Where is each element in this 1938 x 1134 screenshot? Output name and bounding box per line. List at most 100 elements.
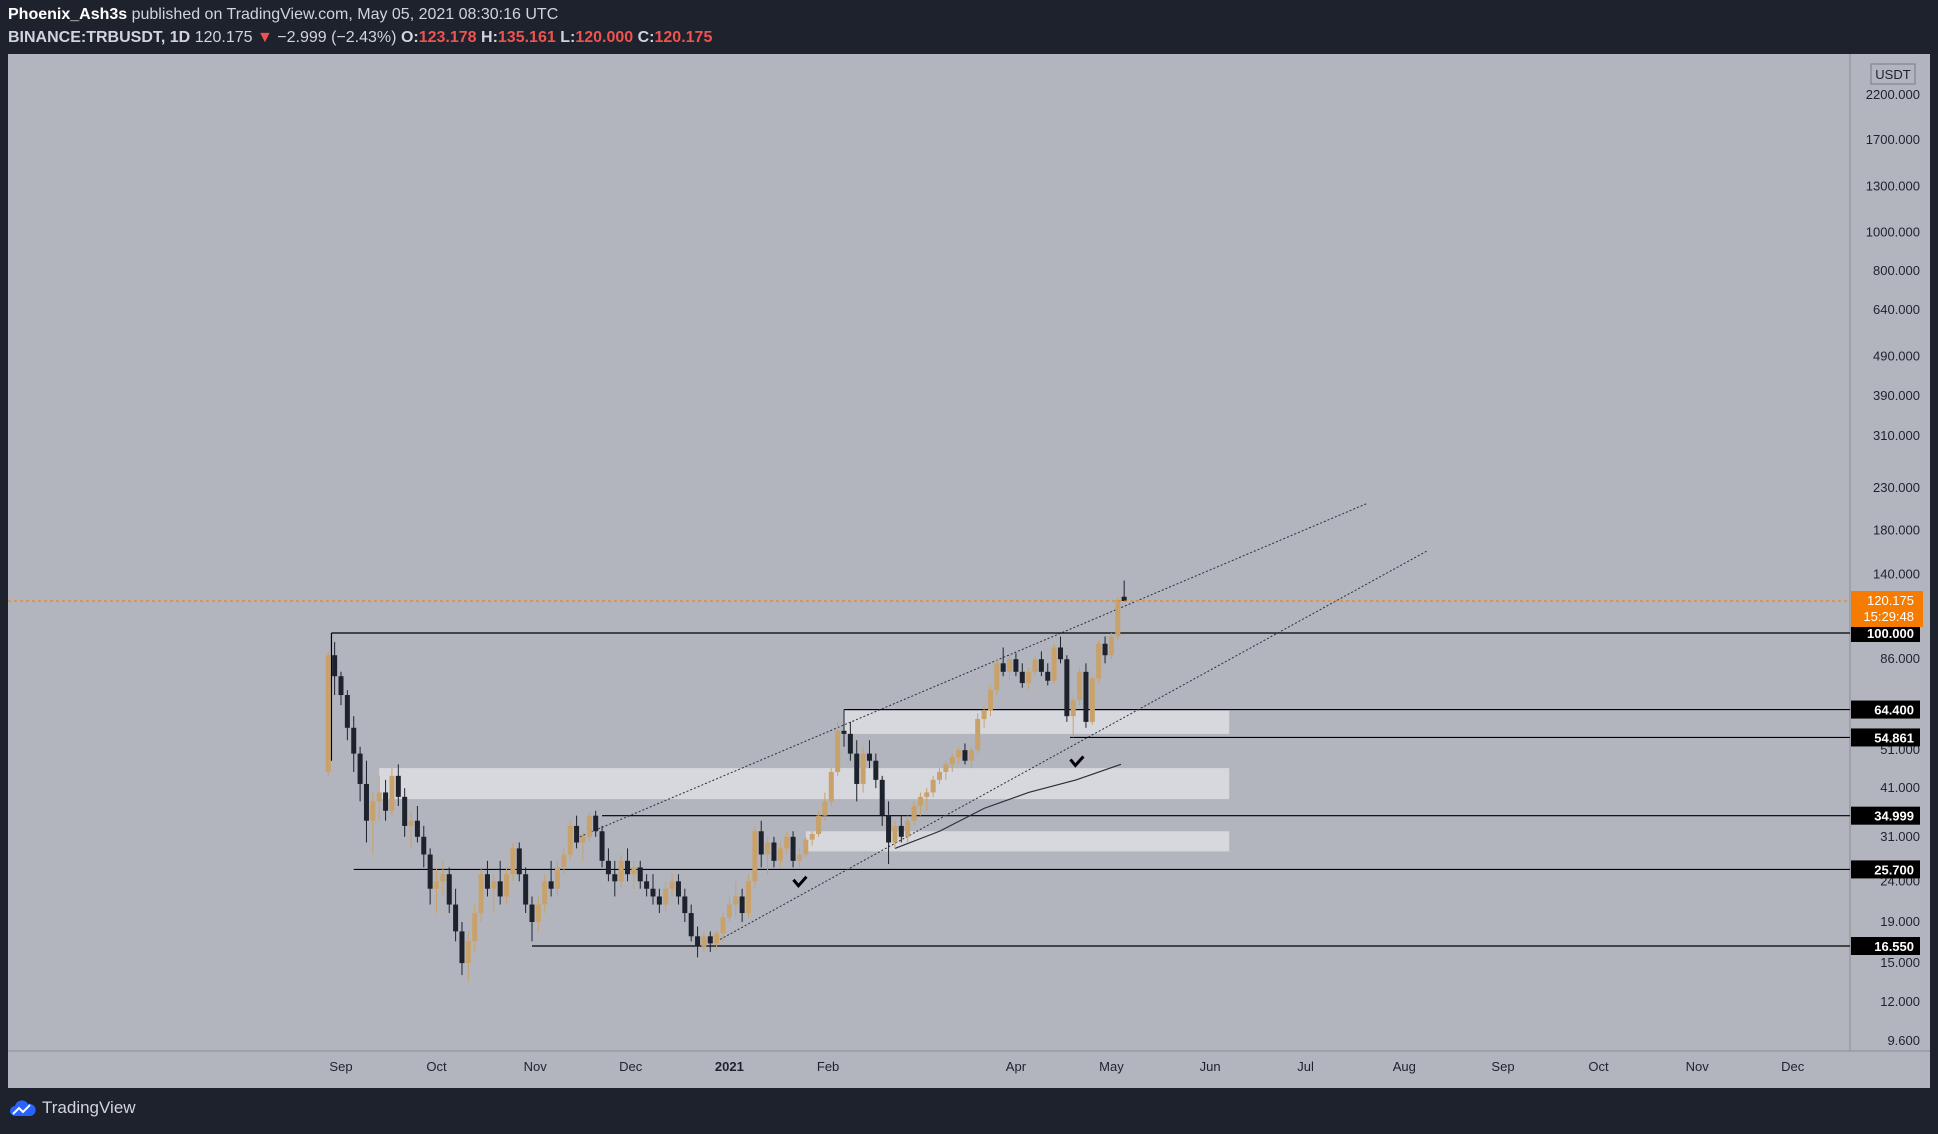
- candle[interactable]: [370, 792, 376, 855]
- price-level-label[interactable]: 16.550: [1851, 937, 1920, 955]
- candle[interactable]: [1089, 676, 1095, 725]
- candle[interactable]: [860, 746, 866, 793]
- candle[interactable]: [1019, 663, 1025, 688]
- candle[interactable]: [395, 764, 401, 806]
- candle[interactable]: [338, 671, 344, 706]
- candle[interactable]: [816, 810, 822, 837]
- candle[interactable]: [663, 881, 669, 914]
- candle[interactable]: [561, 848, 567, 875]
- price-tick-label[interactable]: 12.000: [1880, 994, 1920, 1009]
- candle[interactable]: [497, 860, 503, 905]
- candle[interactable]: [344, 690, 350, 741]
- candle[interactable]: [695, 926, 701, 958]
- candle[interactable]: [523, 867, 529, 914]
- candle[interactable]: [765, 836, 771, 875]
- candle[interactable]: [905, 815, 911, 843]
- candle[interactable]: [911, 801, 917, 826]
- candle[interactable]: [427, 848, 433, 905]
- candle[interactable]: [567, 820, 573, 861]
- candle[interactable]: [1026, 667, 1032, 691]
- candle[interactable]: [1051, 643, 1057, 684]
- candle[interactable]: [491, 874, 497, 914]
- candle[interactable]: [554, 860, 560, 897]
- candle[interactable]: [796, 848, 802, 869]
- time-tick-label[interactable]: Sep: [1491, 1059, 1514, 1074]
- candle[interactable]: [453, 888, 459, 942]
- candle[interactable]: [542, 874, 548, 914]
- candle[interactable]: [841, 709, 847, 747]
- candle[interactable]: [402, 788, 408, 837]
- time-tick-label[interactable]: 2021: [715, 1059, 744, 1074]
- time-tick-label[interactable]: Nov: [524, 1059, 548, 1074]
- price-tick-label[interactable]: 9.600: [1887, 1033, 1920, 1048]
- time-tick-label[interactable]: Feb: [817, 1059, 839, 1074]
- candle[interactable]: [701, 931, 707, 952]
- candle[interactable]: [631, 860, 637, 889]
- price-tick-label[interactable]: 140.000: [1873, 566, 1920, 581]
- candle[interactable]: [707, 931, 713, 952]
- candle[interactable]: [669, 874, 675, 897]
- price-tick-label[interactable]: 800.000: [1873, 263, 1920, 278]
- candle[interactable]: [586, 810, 592, 843]
- time-tick-label[interactable]: Nov: [1686, 1059, 1710, 1074]
- plot-area[interactable]: [8, 54, 1850, 1051]
- candle[interactable]: [332, 641, 338, 696]
- candle[interactable]: [892, 820, 898, 849]
- candle[interactable]: [656, 888, 662, 914]
- candle[interactable]: [822, 792, 828, 821]
- candle[interactable]: [886, 801, 892, 865]
- candle[interactable]: [357, 746, 363, 802]
- candle[interactable]: [879, 775, 885, 826]
- price-axis-area[interactable]: [1850, 54, 1930, 1051]
- candle[interactable]: [1045, 663, 1051, 686]
- candle[interactable]: [924, 788, 930, 811]
- candle[interactable]: [968, 746, 974, 769]
- candle[interactable]: [535, 896, 541, 932]
- price-tick-label[interactable]: 41.000: [1880, 780, 1920, 795]
- price-tick-label[interactable]: 86.000: [1880, 651, 1920, 666]
- candle[interactable]: [739, 888, 745, 922]
- candle[interactable]: [1013, 653, 1019, 677]
- symbol-interval[interactable]: BINANCE:TRBUSDT, 1D: [8, 29, 191, 46]
- candle[interactable]: [956, 746, 962, 765]
- candle[interactable]: [1057, 636, 1063, 664]
- price-tick-label[interactable]: 1700.000: [1866, 132, 1920, 147]
- candle[interactable]: [459, 921, 465, 976]
- candle[interactable]: [605, 848, 611, 882]
- price-tick-label[interactable]: 640.000: [1873, 302, 1920, 317]
- price-tick-label[interactable]: 31.000: [1880, 829, 1920, 844]
- candle[interactable]: [745, 874, 751, 918]
- candle[interactable]: [599, 825, 605, 868]
- candle[interactable]: [854, 740, 860, 802]
- price-chart[interactable]: 2200.000 1700.000 1300.000 1000.000 800.000 6…: [8, 54, 1930, 1088]
- candle[interactable]: [937, 768, 943, 784]
- candle[interactable]: [1083, 663, 1089, 728]
- candle[interactable]: [835, 721, 841, 776]
- candle[interactable]: [943, 760, 949, 780]
- price-tick-label[interactable]: 19.000: [1880, 914, 1920, 929]
- candle[interactable]: [1121, 580, 1127, 602]
- candle[interactable]: [682, 888, 688, 922]
- candle[interactable]: [1102, 636, 1108, 664]
- author-name[interactable]: Phoenix_Ash3s: [8, 6, 128, 23]
- time-tick-label[interactable]: Oct: [1588, 1059, 1609, 1074]
- candle[interactable]: [771, 836, 777, 868]
- candle[interactable]: [446, 867, 452, 914]
- candle[interactable]: [962, 743, 968, 765]
- candle[interactable]: [351, 716, 357, 772]
- candle[interactable]: [1038, 651, 1044, 677]
- candle[interactable]: [1077, 667, 1083, 706]
- time-tick-label[interactable]: Sep: [329, 1059, 352, 1074]
- price-tick-label[interactable]: 1300.000: [1866, 179, 1920, 194]
- candle[interactable]: [733, 881, 739, 918]
- price-tick-label[interactable]: 490.000: [1873, 348, 1920, 363]
- candle[interactable]: [548, 860, 554, 897]
- candle[interactable]: [325, 651, 331, 776]
- candle[interactable]: [809, 831, 815, 846]
- price-level-label[interactable]: 64.400: [1851, 700, 1920, 719]
- candle[interactable]: [376, 775, 382, 821]
- candle[interactable]: [510, 842, 516, 882]
- candle[interactable]: [994, 659, 1000, 696]
- candle[interactable]: [504, 867, 510, 905]
- candle[interactable]: [873, 753, 879, 789]
